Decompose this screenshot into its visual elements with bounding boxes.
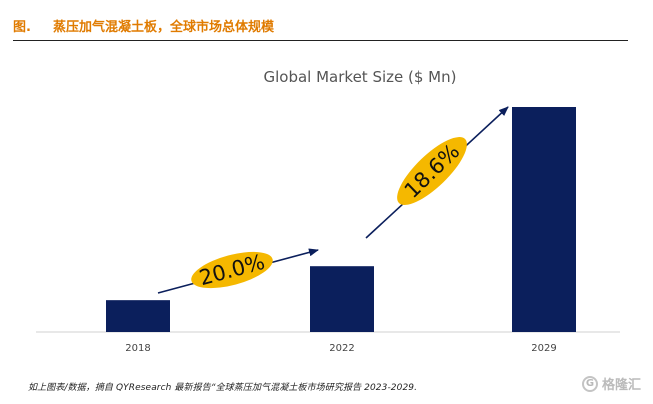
x-tick-2029: 2029 (531, 343, 556, 354)
bar-2018 (106, 300, 170, 332)
chart-title: Global Market Size ($ Mn) (264, 68, 457, 86)
header-divider (13, 40, 628, 41)
figure-label: 图. (13, 20, 31, 35)
growth-badge-2 (397, 137, 467, 205)
growth-label-2: 18.6% (397, 137, 467, 205)
figure-header: 图. 蒸压加气混凝土板，全球市场总体规模 (13, 16, 274, 35)
growth-rate-text-2: 18.6% (400, 139, 465, 203)
growth-label-1: 20.0% (191, 250, 273, 290)
x-tick-2018: 2018 (125, 343, 150, 354)
g-logo-icon: G (581, 375, 598, 392)
watermark: G 格隆汇 (581, 374, 641, 393)
watermark-text: 格隆汇 (601, 378, 641, 393)
bar-2022 (310, 266, 374, 332)
bar-2029 (512, 107, 576, 332)
figure-title: 蒸压加气混凝土板，全球市场总体规模 (52, 20, 274, 35)
source-note: 如上图表/数据，摘自 QYResearch 最新报告“全球蒸压加气混凝土板市场研… (28, 383, 418, 393)
x-tick-2022: 2022 (329, 343, 354, 354)
growth-badge-1 (191, 251, 273, 289)
